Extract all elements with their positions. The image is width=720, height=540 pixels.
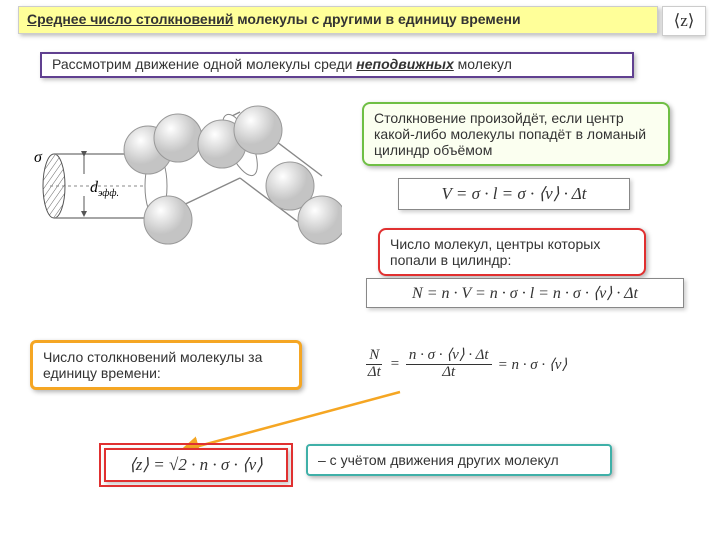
collision-diagram: σ dэфф.	[26, 100, 342, 284]
slide-title: Среднее число столкновений молекулы с др…	[18, 6, 658, 34]
svg-text:dэфф.: dэфф.	[90, 179, 119, 199]
intro-em: неподвижных	[356, 56, 454, 72]
formula-n: N = n · V = n · σ · l = n · σ · ⟨v⟩ · Δt	[366, 278, 684, 308]
ratio-m-num: n · σ · ⟨v⟩ · Δt	[406, 348, 492, 365]
deff-sub: эфф.	[98, 188, 119, 199]
ratio-m-den: Δt	[439, 365, 458, 381]
ratio-l-den: Δt	[365, 365, 384, 381]
count-box: Число молекул, центры которых попали в ц…	[378, 228, 646, 276]
sigma-label: σ	[34, 149, 43, 166]
title-rest: молекулы с другими в единицу времени	[233, 11, 520, 27]
intro-pre: Рассмотрим движение одной молекулы среди	[52, 56, 356, 72]
z-badge: ⟨z⟩	[662, 6, 706, 36]
formula-volume: V = σ · l = σ · ⟨v⟩ · Δt	[398, 178, 630, 210]
correction-box: – с учётом движения других молекул	[306, 444, 612, 476]
formula-ratio: N Δt = n · σ · ⟨v⟩ · Δt Δt = n · σ · ⟨v⟩	[326, 338, 606, 390]
intro-post: молекул	[454, 56, 512, 72]
intro-box: Рассмотрим движение одной молекулы среди…	[40, 52, 634, 78]
per-time-box: Число столкновений молекулы за единицу в…	[30, 340, 302, 390]
formula-z: ⟨z⟩ = √2 · n · σ · ⟨v⟩	[104, 448, 288, 482]
ratio-rhs: = n · σ · ⟨v⟩	[492, 355, 568, 374]
ratio-l-num: N	[366, 348, 382, 365]
condition-box: Столкновение произойдёт, если центр како…	[362, 102, 670, 166]
title-underlined: Среднее число столкновений	[27, 11, 233, 27]
